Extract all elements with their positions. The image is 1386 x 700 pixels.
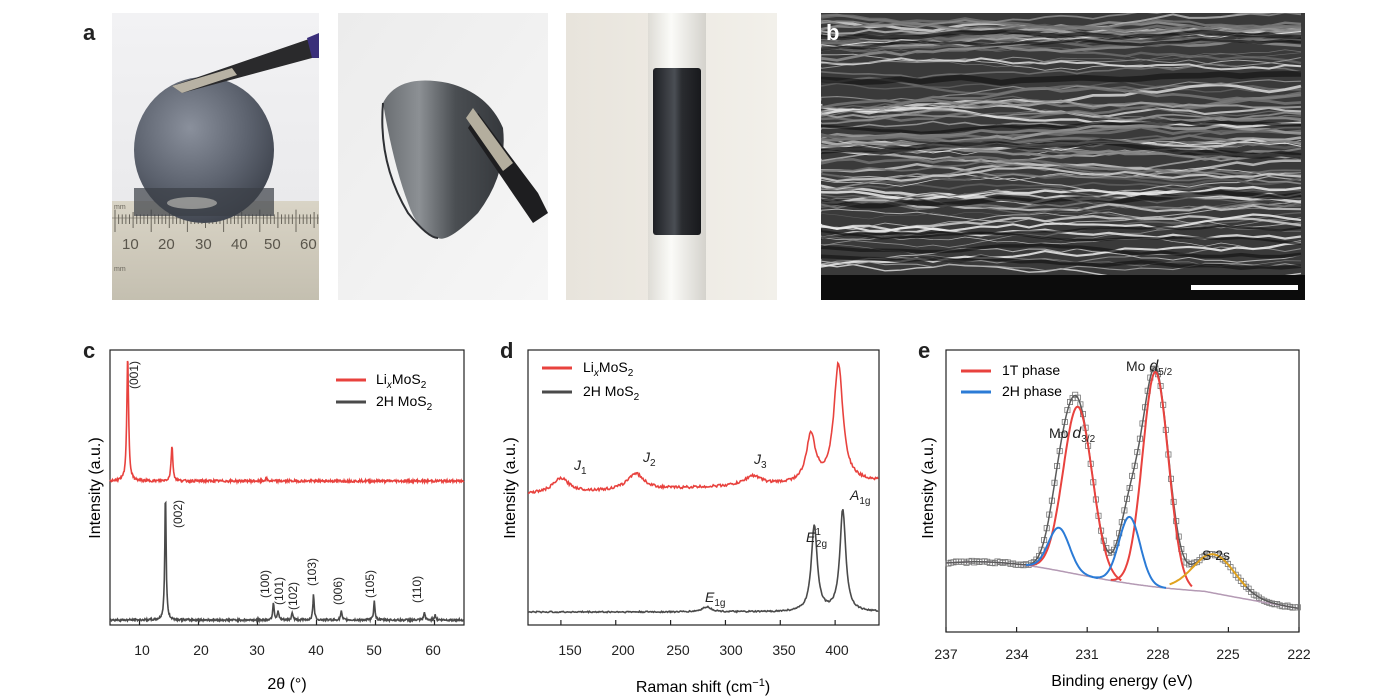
ruler-label-60: 60 <box>300 236 317 253</box>
xps-envelope <box>945 366 1298 610</box>
legend-c-2hmos2: 2H MoS2 <box>376 393 433 413</box>
photo-bent-film <box>338 13 548 300</box>
panel-label-e: e <box>918 338 931 363</box>
legend-d-lixmos2: LixMoS2 <box>583 359 634 379</box>
d-xtick-400: 400 <box>825 642 849 658</box>
ruler-label-20: 20 <box>158 236 175 253</box>
c-xtick-50: 50 <box>366 642 382 658</box>
d-xtick-200: 200 <box>611 642 635 658</box>
ruler-unit-top: mm <box>114 204 126 211</box>
c-xtick-60: 60 <box>425 642 441 658</box>
raman-annot-j3: J3 <box>753 451 767 471</box>
xrd-annot-101: (101) <box>272 577 286 605</box>
ruler-label-30: 30 <box>195 236 212 253</box>
xrd-annot-002: (002) <box>171 500 185 528</box>
e-xtick-231: 231 <box>1075 646 1099 662</box>
legend-e-1t: 1T phase <box>1002 362 1060 378</box>
e-xtick-228: 228 <box>1146 646 1170 662</box>
c-xtick-20: 20 <box>193 642 209 658</box>
raman-annot-e1g: E1g <box>705 589 725 609</box>
panel-label-a: a <box>83 20 96 45</box>
xrd-annot-006: (006) <box>331 577 345 605</box>
legend-c-lixmos2: LixMoS2 <box>376 371 427 391</box>
c-xtick-40: 40 <box>308 642 324 658</box>
c-xtick-30: 30 <box>249 642 265 658</box>
e-xtick-225: 225 <box>1216 646 1240 662</box>
d-xlabel: Raman shift (cm−1) <box>636 677 770 696</box>
ruler-label-40: 40 <box>231 236 248 253</box>
photo-film-wrapped-rod <box>566 13 777 300</box>
series-lixmos2-xrd <box>109 360 465 486</box>
xps-background <box>945 561 1298 610</box>
ruler-label-10: 10 <box>122 236 139 253</box>
d-xtick-300: 300 <box>719 642 743 658</box>
series-2h-phase <box>1025 515 1167 589</box>
xps-annot-mo-d52: Mo d5/2 <box>1126 358 1173 378</box>
panel-label-b: b <box>826 20 840 45</box>
sem-cross-section-image <box>821 13 1305 300</box>
legend-e-2h: 2H phase <box>1002 383 1062 399</box>
xps-raw-data-markers <box>945 365 1301 611</box>
ruler-labels: 10 20 30 40 50 60 <box>122 236 317 253</box>
xps-annot-mo-d32: Mo d3/2 <box>1049 425 1096 445</box>
legend-d-2hmos2: 2H MoS2 <box>583 383 640 403</box>
e-xtick-234: 234 <box>1005 646 1029 662</box>
e-xlabel: Binding energy (eV) <box>1051 673 1192 690</box>
e-ylabel: Intensity (a.u.) <box>920 437 937 538</box>
photo-film-on-ruler: mm mm 10 20 30 40 50 60 <box>112 13 319 300</box>
raman-annot-a1g: A1g <box>849 487 870 507</box>
xps-annot-s2s: S 2s <box>1202 547 1230 563</box>
xrd-annot-105: (105) <box>363 570 377 598</box>
xrd-annot-103: (103) <box>305 558 319 586</box>
ruler-label-50: 50 <box>264 236 281 253</box>
series-lixmos2-raman <box>527 360 879 495</box>
d-ylabel: Intensity (a.u.) <box>502 437 519 538</box>
panel-label-c: c <box>83 338 96 363</box>
chart-d-frame <box>527 349 880 626</box>
c-ylabel: Intensity (a.u.) <box>87 437 104 538</box>
series-2h-mos2-xrd <box>109 500 465 624</box>
series-2h-mos2-raman <box>527 508 879 614</box>
ruler-unit-bottom: mm <box>114 266 126 273</box>
series-s2s <box>1169 553 1247 588</box>
xrd-annot-100: (100) <box>258 570 272 598</box>
xrd-annot-001: (001) <box>127 361 141 389</box>
chart-e-frame <box>945 349 1300 633</box>
d-xtick-250: 250 <box>666 642 690 658</box>
scale-bar <box>1191 285 1298 290</box>
d-xtick-150: 150 <box>558 642 582 658</box>
e-xtick-222: 222 <box>1287 646 1311 662</box>
e-xtick-237: 237 <box>934 646 958 662</box>
xrd-annot-102: (102) <box>286 582 300 610</box>
d-xtick-350: 350 <box>772 642 796 658</box>
c-xlabel: 2θ (°) <box>267 676 306 693</box>
series-1t-phase <box>1026 370 1193 588</box>
c-xtick-10: 10 <box>134 642 150 658</box>
xrd-annot-110: (110) <box>410 576 424 603</box>
chart-c-frame <box>109 349 465 626</box>
raman-annot-j1: J1 <box>573 457 587 477</box>
raman-annot-e12g: E1 2g <box>806 527 827 550</box>
raman-annot-j2: J2 <box>642 449 656 469</box>
panel-label-d: d <box>500 338 514 363</box>
